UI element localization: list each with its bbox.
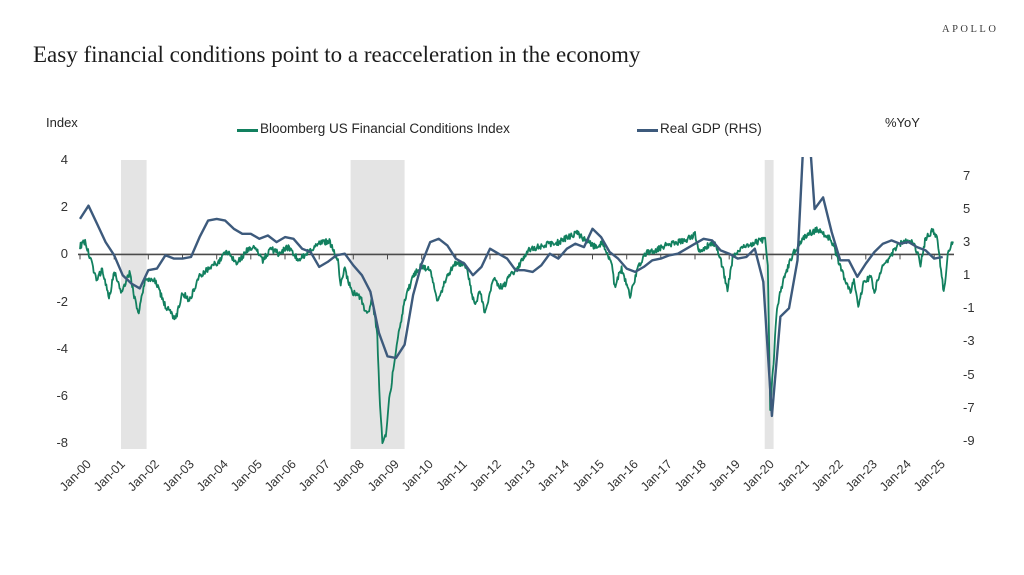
apollo-logo: APOLLO [942,24,999,35]
y-tick-label-left: -8 [56,435,68,451]
y-tick-label-left: -2 [56,293,68,309]
y-tick-label-left: -6 [56,387,68,403]
gdp-line [78,157,943,418]
legend-marker-fci-icon [237,129,258,132]
y-tick-label-left: 2 [60,199,68,215]
y-tick-label-left: -4 [56,340,68,356]
y-tick-label-right: -3 [963,333,975,349]
page-title: Easy financial conditions point to a rea… [33,42,641,67]
y-tick-label-right: -5 [963,366,975,382]
recession-band [121,160,147,449]
y-tick-label-right: -1 [963,300,975,316]
y-tick-label-right: -7 [963,399,975,415]
left-axis-caption: Index [46,115,78,130]
y-tick-label-left: 4 [60,152,68,168]
zero-axis [78,253,954,260]
y-tick-label-right: -9 [963,432,975,448]
legend-marker-gdp-icon [637,129,658,132]
recession-bands [121,160,774,449]
y-tick-label-right: 7 [963,167,971,183]
y-tick-label-right: 1 [963,267,971,283]
y-tick-label-right: 5 [963,200,971,216]
recession-band [350,160,405,449]
right-axis-caption: %YoY [885,115,920,130]
legend-label-fci: Bloomberg US Financial Conditions Index [260,121,510,136]
y-tick-label-left: 0 [60,246,68,262]
y-tick-label-right: 3 [963,234,971,250]
fci-line [79,226,954,445]
legend-label-gdp: Real GDP (RHS) [660,121,762,136]
